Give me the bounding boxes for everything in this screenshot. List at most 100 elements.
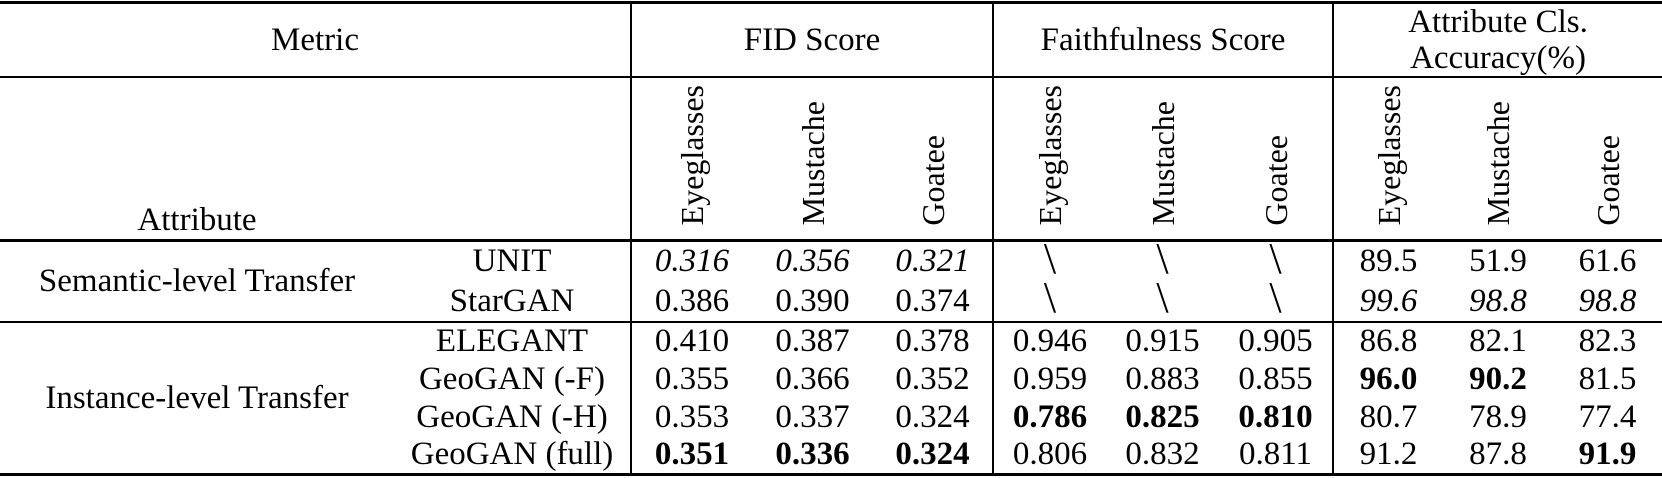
fid-value-cell: 0.387 [775,323,850,360]
accuracy-value-cell: 89.5 [1332,240,1444,282]
header-row-attribute: Attribute Eyeglasses Mustache Goatee Eye… [0,77,1662,242]
faithfulness-value-cell: 0.825 [1125,398,1200,435]
acc-goatee-column-header: Goatee [1553,77,1662,242]
method-cell: GeoGAN (full) [410,436,614,473]
acc-mustache-column-header: Mustache [1443,77,1554,242]
table-row-unit: Semantic-level Transfer UNIT 0.316 0.356… [0,240,1662,324]
fid-value-cell: 0.351 [630,436,752,475]
faithfulness-na-cell: \ [1106,240,1219,281]
accuracy-value-cell: 81.5 [1578,360,1637,397]
accuracy-value-cell: 99.6 [1332,281,1444,324]
faithfulness-value-cell: 0.786 [992,398,1106,437]
accuracy-value-cell: 77.4 [1578,398,1637,435]
faithfulness-na-cell: \ [992,240,1106,282]
method-cell: StarGAN [394,281,631,324]
accuracy-value-cell: 80.7 [1332,398,1444,437]
na-slash-mark: \ [1043,281,1057,323]
faithfulness-value-cell: 0.855 [1238,360,1313,397]
faithfulness-value-cell: 0.806 [992,436,1106,475]
fid-value-cell: 0.355 [630,360,752,399]
fid-value-cell: 0.353 [630,398,752,437]
fid-value-cell: 0.316 [630,240,752,282]
na-slash-mark: \ [1156,281,1169,323]
faithfulness-na-cell: \ [1106,281,1219,324]
rotated-label-goatee: Goatee [914,134,951,226]
accuracy-value-cell: 82.1 [1469,323,1527,360]
rotated-label-goatee: Goatee [1589,134,1626,226]
rotated-label-mustache: Mustache [1480,101,1517,226]
attribute-cls-label-line1: Attribute Cls. [1408,4,1588,40]
fid-value-cell: 0.337 [775,398,850,435]
method-cell: ELEGANT [435,323,589,360]
attribute-header-label: Attribute [137,201,257,238]
table-row-elegant: Instance-level Transfer ELEGANT 0.410 0.… [0,322,1662,416]
accuracy-value-cell: 96.0 [1332,360,1444,399]
faithfulness-score-group-header: Faithfulness Score [991,2,1334,78]
section-label-instance-level: Instance-level Transfer [45,379,349,416]
rotated-label-eyeglasses: Eyeglasses [1032,85,1068,226]
acc-eyeglasses-column-header: Eyeglasses [1332,77,1444,242]
na-slash-mark: \ [1269,240,1282,282]
faithfulness-value-cell: 0.915 [1125,323,1200,360]
fid-value-cell: 0.374 [873,281,993,324]
faithfulness-value-cell: 0.810 [1238,398,1313,435]
table-row-geogan-h: GeoGAN (-H) 0.353 0.337 0.324 0.786 0.82… [0,398,1662,437]
accuracy-value-cell: 90.2 [1469,360,1527,397]
rotated-label-goatee: Goatee [1257,134,1294,226]
faithfulness-value-cell: 0.905 [1238,323,1313,360]
accuracy-value-cell: 91.2 [1332,436,1444,475]
fid-value-cell: 0.390 [752,281,873,324]
accuracy-value-cell: 78.9 [1469,398,1527,435]
faithfulness-value-cell: 0.832 [1125,436,1200,473]
header-row-metric: Metric FID Score Faithfulness Score Attr… [0,2,1662,78]
fid-eyeglasses-column-header: Eyeglasses [630,77,752,242]
faithfulness-value-cell: 0.959 [992,360,1106,399]
faithfulness-na-cell: \ [992,281,1106,324]
fid-value-cell: 0.352 [895,360,970,397]
rotated-label-eyeglasses: Eyeglasses [674,85,710,226]
fid-value-cell: 0.386 [630,281,752,324]
accuracy-value-cell: 98.8 [1553,281,1662,324]
accuracy-value-cell: 87.8 [1469,436,1527,473]
faithfulness-value-cell: 0.811 [1238,436,1313,473]
rotated-label-eyeglasses: Eyeglasses [1370,85,1407,226]
faith-mustache-column-header: Mustache [1106,77,1219,242]
attribute-header-cell: Attribute [0,77,394,242]
faithfulness-value-cell: 0.883 [1125,360,1200,397]
table-row-geogan-f: GeoGAN (-F) 0.355 0.366 0.352 0.959 0.88… [0,360,1662,399]
attribute-cls-accuracy-group-header: Attribute Cls. Accuracy(%) [1332,2,1662,78]
fid-value-cell: 0.324 [895,398,970,435]
fid-value-cell: 0.336 [775,436,850,473]
fid-value-cell: 0.366 [775,360,850,397]
na-slash-mark: \ [1156,240,1169,282]
table-row-geogan-full: GeoGAN (full) 0.351 0.336 0.324 0.806 0.… [0,436,1662,475]
method-cell: GeoGAN (-F) [418,360,606,397]
accuracy-value-cell: 91.9 [1578,436,1637,473]
fid-mustache-column-header: Mustache [752,77,873,242]
faith-eyeglasses-column-header: Eyeglasses [992,77,1106,242]
section-label-semantic-level: Semantic-level Transfer [0,240,394,324]
accuracy-value-cell: 86.8 [1332,322,1444,361]
faithfulness-na-cell: \ [1219,281,1334,324]
faithfulness-na-cell: \ [1219,240,1333,281]
fid-goatee-column-header: Goatee [873,77,993,242]
table-row-stargan: StarGAN 0.386 0.390 0.374 \ \ \ 99.6 98.… [0,281,1662,324]
metric-header-cell: Metric [0,2,631,78]
fid-value-cell: 0.321 [895,243,970,279]
fid-value-cell: 0.356 [775,243,850,279]
faithfulness-score-label: Faithfulness Score [1040,21,1286,58]
accuracy-value-cell: 61.6 [1578,243,1637,279]
accuracy-value-cell: 51.9 [1469,243,1527,279]
fid-score-label: FID Score [743,21,881,58]
na-slash-mark: \ [1269,281,1282,323]
rotated-label-mustache: Mustache [794,101,831,226]
attribute-cls-label-line2: Accuracy(%) [1410,40,1586,76]
accuracy-value-cell: 82.3 [1578,323,1637,360]
method-cell: UNIT [472,243,552,279]
method-cell: GeoGAN (-H) [416,398,608,435]
fid-value-cell: 0.378 [895,323,970,360]
accuracy-value-cell: 98.8 [1443,281,1554,324]
method-header-empty-cell [394,77,631,242]
